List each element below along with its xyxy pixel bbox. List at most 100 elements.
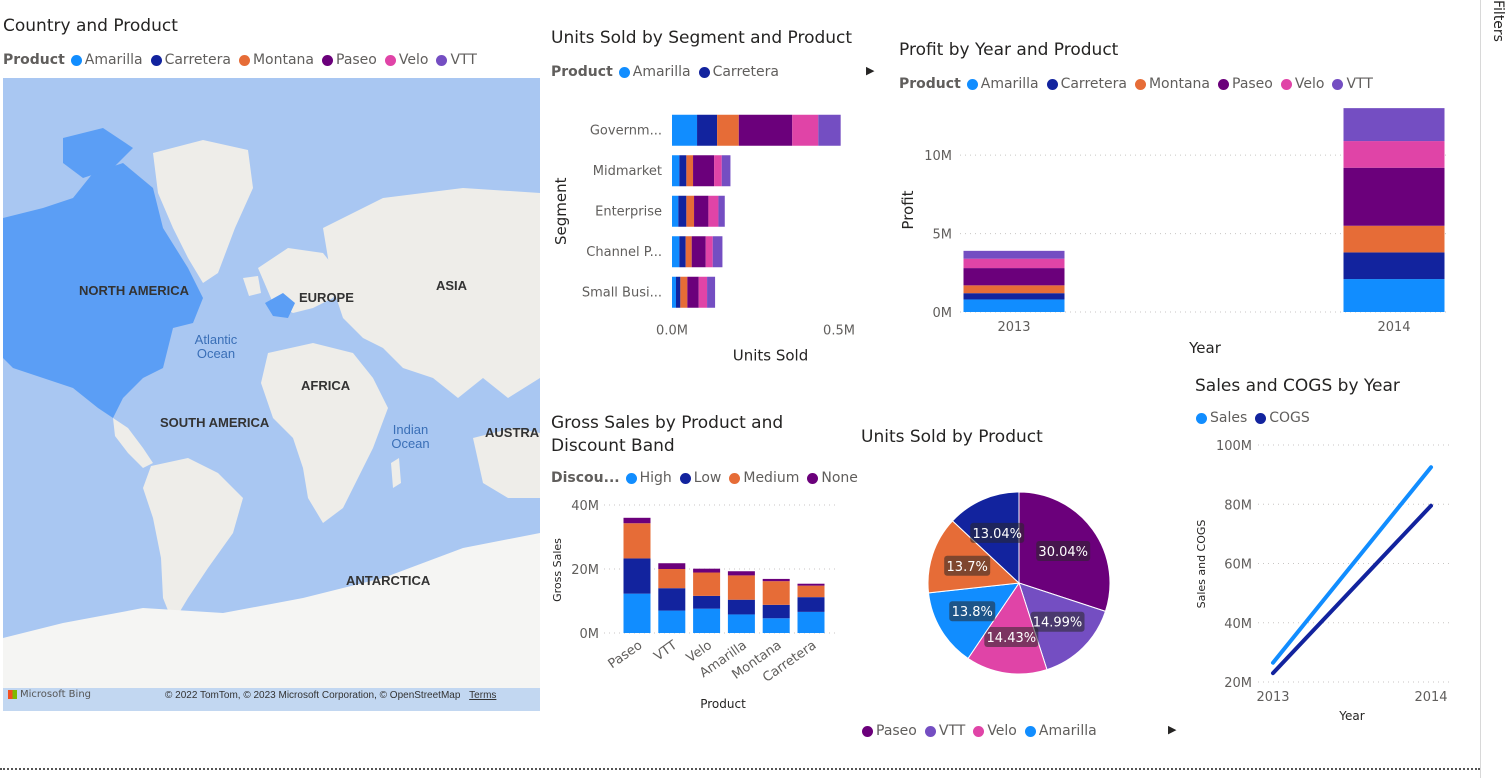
discount-legend-item-medium[interactable]: Medium xyxy=(729,470,799,486)
discount-legend-item-none[interactable]: None xyxy=(807,470,858,486)
cogs-y-tick: 100M xyxy=(1216,439,1252,454)
segment-bar-carretera xyxy=(678,195,687,227)
discount-bar-none xyxy=(658,563,686,569)
world-map[interactable]: NORTH AMERICA EUROPE ASIA AFRICA SOUTH A… xyxy=(3,78,540,711)
segment-bar-paseo xyxy=(738,114,793,146)
pie-data-label-bg xyxy=(949,601,996,622)
pie-chart-title: Units Sold by Product xyxy=(861,427,1043,447)
segment-bar-velo xyxy=(698,276,708,308)
segment-chart-plot: Governm... Midmarket Enterprise Channel P..… xyxy=(552,114,855,365)
pie-legend-next-arrow[interactable]: ▶ xyxy=(1168,723,1177,736)
segment-chart-legend: Product Amarilla Carretera xyxy=(551,64,787,80)
page-bottom-divider xyxy=(0,768,1480,770)
filters-pane-label[interactable]: Filters xyxy=(1490,0,1506,42)
profit-x-tick: 2014 xyxy=(1377,320,1410,335)
cogs-line-sales xyxy=(1271,465,1433,665)
pie-chart-plot: 30.04% 14.99%14.43% 13.8% 13.7% 13.04% xyxy=(927,491,1111,675)
segment-bar-velo xyxy=(705,236,713,268)
map-legend-item-montana[interactable]: Montana xyxy=(238,52,314,68)
map-label-south-america: SOUTH AMERICA xyxy=(160,415,270,430)
pie-legend-item-velo[interactable]: Velo xyxy=(973,723,1017,739)
cogs-legend-item-sales[interactable]: Sales xyxy=(1196,410,1247,426)
map-legend-item-carretera[interactable]: Carretera xyxy=(150,52,231,68)
discount-legend-item-high[interactable]: High xyxy=(625,470,672,486)
profit-legend-item-paseo[interactable]: Paseo xyxy=(1218,76,1273,92)
profit-legend-item-velo[interactable]: Velo xyxy=(1280,76,1324,92)
profit-bar-montana xyxy=(1343,225,1445,253)
map-attribution[interactable]: © 2022 TomTom, © 2023 Microsoft Corporat… xyxy=(165,690,497,701)
discount-bar-none xyxy=(762,578,790,582)
discount-bar-high xyxy=(797,611,825,633)
segment-bar-velo xyxy=(708,195,719,227)
cogs-legend-item-cogs[interactable]: COGS xyxy=(1255,410,1310,426)
segment-bar-montana xyxy=(685,236,692,268)
pie-data-label-bg xyxy=(984,627,1039,648)
bing-logo: Microsoft Bing xyxy=(8,689,91,700)
segment-bar-amarilla xyxy=(672,236,680,268)
segment-bar-amarilla xyxy=(672,195,679,227)
segment-legend-item-amarilla[interactable]: Amarilla xyxy=(618,64,691,80)
pie-legend-item-vtt[interactable]: VTT xyxy=(924,723,965,739)
discount-bar-low xyxy=(762,604,790,619)
segment-legend-item-carretera[interactable]: Carretera xyxy=(698,64,779,80)
profit-y-axis-title: Profit xyxy=(899,190,917,229)
segment-category-label: Small Busi... xyxy=(582,285,662,300)
discount-bar-low xyxy=(693,595,721,609)
map-label-africa: AFRICA xyxy=(301,378,351,393)
discount-bar-none xyxy=(693,568,721,573)
profit-bar-montana xyxy=(963,285,1065,294)
discount-bar-medium xyxy=(727,575,755,600)
discount-bar-medium xyxy=(797,585,825,598)
segment-bar-amarilla xyxy=(672,276,677,308)
pie-data-label: 13.8% xyxy=(952,605,993,620)
profit-legend-item-carretera[interactable]: Carretera xyxy=(1046,76,1127,92)
map-landmass xyxy=(3,128,540,711)
profit-legend-item-montana[interactable]: Montana xyxy=(1134,76,1210,92)
discount-bar-low xyxy=(797,597,825,612)
pie-data-label-bg xyxy=(1036,540,1091,561)
segment-bar-paseo xyxy=(687,276,699,308)
cogs-chart-legend: Sales COGS xyxy=(1196,410,1318,426)
map-legend-item-amarilla[interactable]: Amarilla xyxy=(70,52,143,68)
pie-legend-item-amarilla[interactable]: Amarilla xyxy=(1024,723,1097,739)
profit-bar-vtt xyxy=(963,250,1065,259)
pie-data-label: 14.43% xyxy=(987,631,1037,646)
segment-bar-vtt xyxy=(721,155,731,187)
pie-data-label: 13.7% xyxy=(947,560,988,575)
cogs-y-tick: 60M xyxy=(1224,558,1252,573)
segment-x-tick: 0.0M xyxy=(656,324,688,339)
map-legend-item-paseo[interactable]: Paseo xyxy=(322,52,377,68)
discount-bar-high xyxy=(762,618,790,633)
profit-legend-item-amarilla[interactable]: Amarilla xyxy=(966,76,1039,92)
segment-category-label: Midmarket xyxy=(593,164,662,179)
segment-y-axis-title: Segment xyxy=(552,177,570,245)
segment-bar-paseo xyxy=(693,155,715,187)
map-terms-link[interactable]: Terms xyxy=(469,690,497,701)
profit-bar-carretera xyxy=(963,293,1065,300)
profit-chart-plot: 0M 5M 10M 2013 2014 Year Profit xyxy=(899,108,1450,357)
segment-bar-vtt xyxy=(818,114,841,146)
segment-legend-next-arrow[interactable]: ▶ xyxy=(866,64,875,77)
discount-legend-title: Discou... xyxy=(551,470,620,486)
segment-bar-carretera xyxy=(679,236,686,268)
map-label-north-america: NORTH AMERICA xyxy=(79,283,190,298)
cogs-y-tick: 40M xyxy=(1224,617,1252,632)
pie-data-label-bg xyxy=(944,555,991,576)
profit-y-tick: 10M xyxy=(924,149,952,164)
profit-bar-velo xyxy=(963,258,1065,269)
profit-bar-vtt xyxy=(1343,108,1445,142)
discount-y-axis-title: Gross Sales xyxy=(551,538,564,602)
pie-legend-item-paseo[interactable]: Paseo xyxy=(862,723,917,739)
map-legend-item-vtt[interactable]: VTT xyxy=(436,52,477,68)
profit-bar-carretera xyxy=(1343,252,1445,280)
filters-pane[interactable] xyxy=(1480,0,1508,778)
segment-bar-amarilla xyxy=(672,155,680,187)
map-label-europe: EUROPE xyxy=(299,290,354,305)
discount-legend-item-low[interactable]: Low xyxy=(679,470,721,486)
discount-bar-low xyxy=(623,558,651,594)
discount-bar-low xyxy=(727,599,755,615)
map-legend-item-velo[interactable]: Velo xyxy=(384,52,428,68)
discount-y-tick: 20M xyxy=(571,563,599,578)
profit-legend-item-vtt[interactable]: VTT xyxy=(1332,76,1373,92)
segment-bar-amarilla xyxy=(672,114,698,146)
